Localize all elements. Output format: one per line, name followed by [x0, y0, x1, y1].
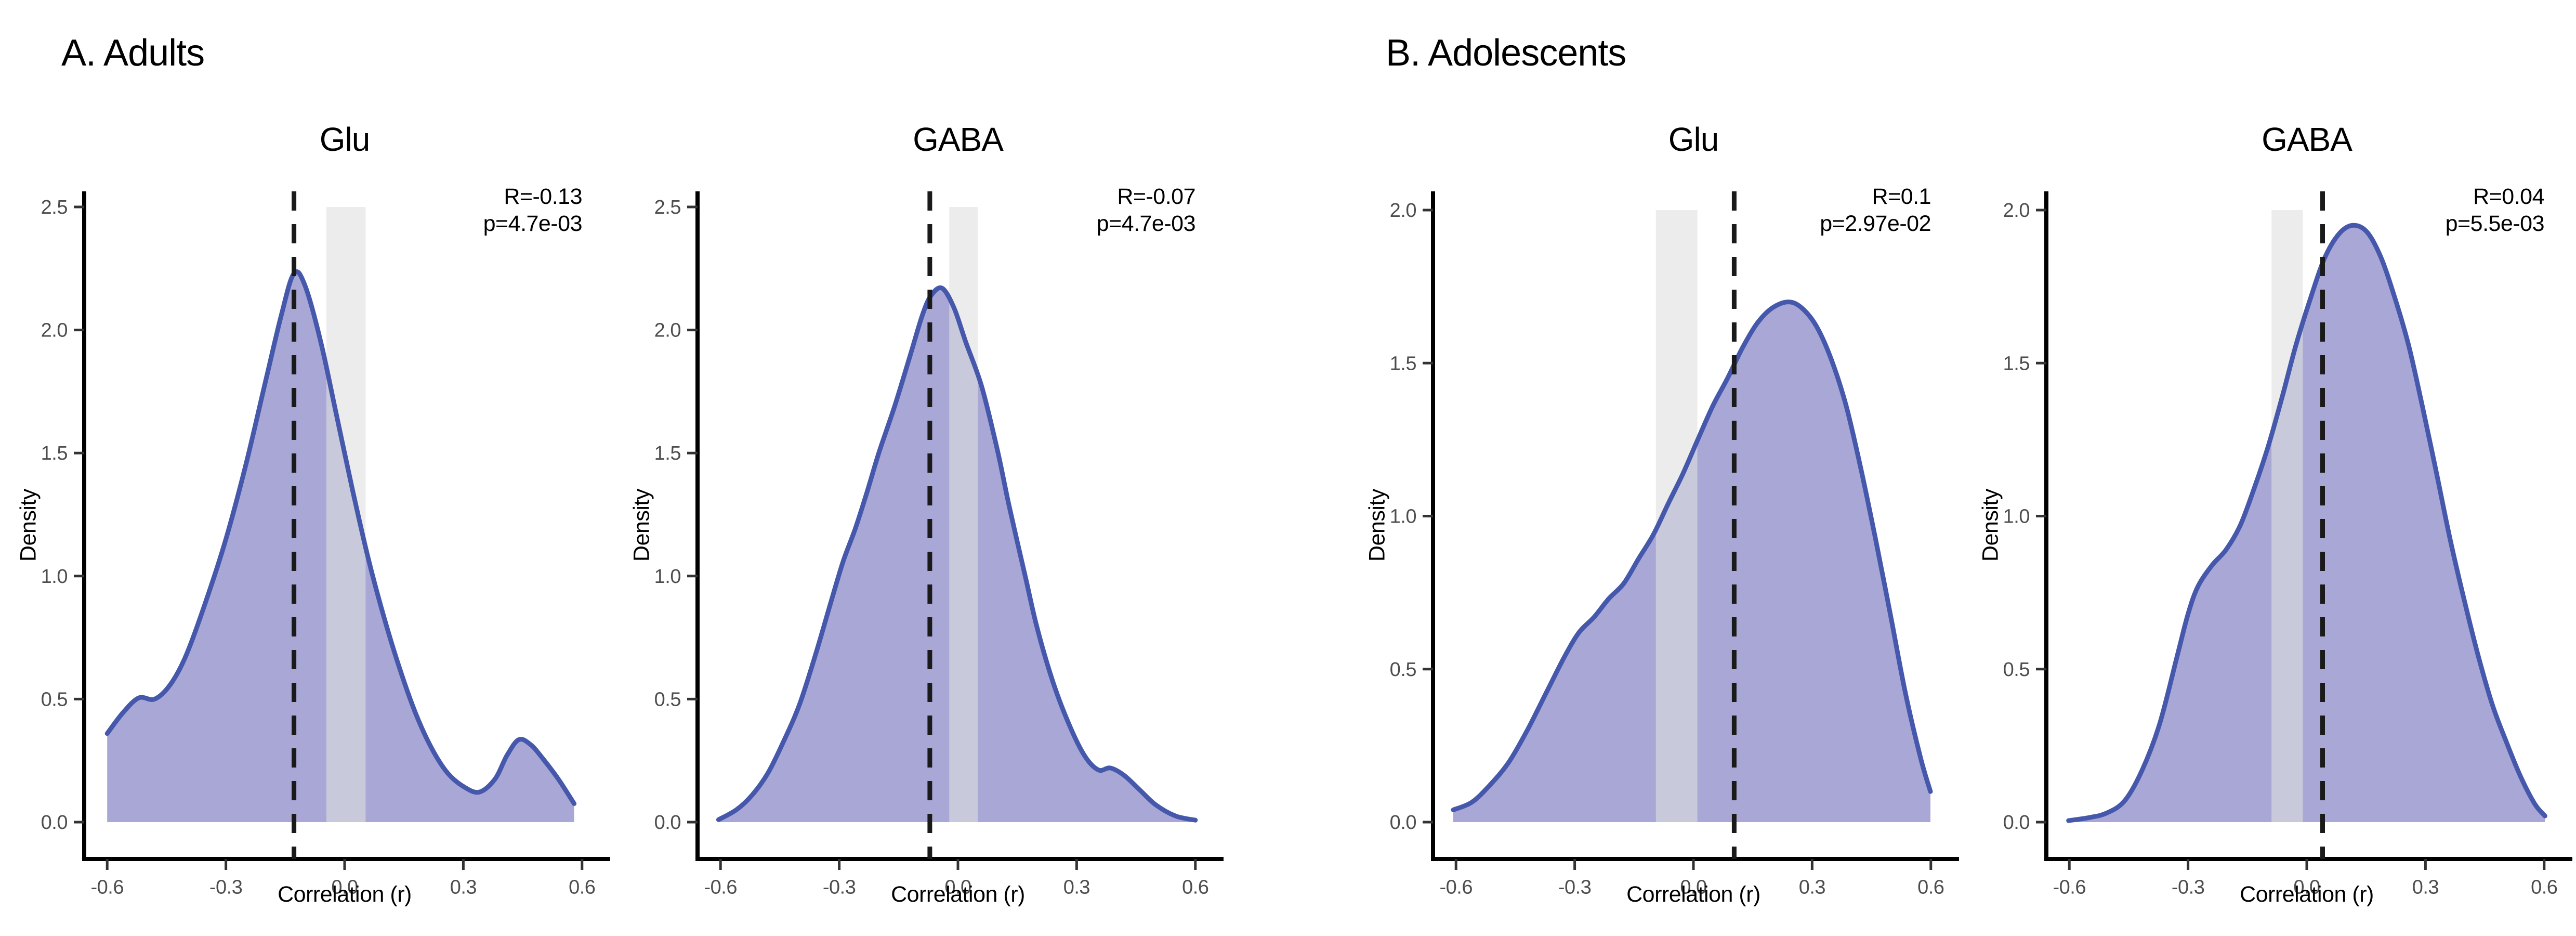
- y-tick-label: 2.0: [1390, 200, 1416, 222]
- p-value: p=5.5e-03: [2445, 211, 2545, 236]
- x-tick-label: 0.0: [2293, 876, 2320, 898]
- density-chart: 0.0 0.5 1.0 1.5 2.0 -0.6 -0.3 0.0 0.3 0.6: [1390, 191, 1959, 898]
- density-chart: 0.0 0.5 1.0 1.5 2.0 -0.6 -0.3 0.0 0.3 0.6: [2003, 191, 2572, 898]
- y-tick-label: 0.5: [41, 688, 68, 710]
- r-value: R=0.04: [2473, 184, 2544, 209]
- y-axis-title: Density: [629, 489, 654, 562]
- r-value: R=0.1: [1872, 184, 1931, 209]
- x-tick-label: -0.6: [90, 876, 123, 898]
- y-tick-label: 0.5: [2003, 659, 2030, 681]
- x-tick-label: 0.0: [331, 876, 358, 898]
- panel-a-label: A. Adults: [61, 32, 205, 74]
- y-tick-label: 1.5: [2003, 353, 2030, 374]
- y-tick-label: 1.5: [1390, 353, 1416, 374]
- x-tick-label: 0.0: [1680, 876, 1706, 898]
- y-tick-label: 1.0: [1390, 506, 1416, 528]
- y-tick-label: 1.5: [41, 443, 68, 464]
- r-value: R=-0.13: [504, 184, 582, 209]
- x-tick-label: -0.3: [823, 876, 856, 898]
- x-axis-title: Correlation (r): [2240, 882, 2374, 907]
- correlation-annotation: R=-0.13 p=4.7e-03: [483, 183, 583, 237]
- y-tick-label: 0.0: [1390, 812, 1416, 834]
- y-tick-label: 1.0: [41, 566, 68, 588]
- x-axis-title: Correlation (r): [1626, 882, 1760, 907]
- x-tick-label: 0.6: [1917, 876, 1944, 898]
- y-axis-title: Density: [1978, 489, 2003, 562]
- y-tick-label: 2.0: [2003, 200, 2030, 222]
- x-tick-label: 0.3: [450, 876, 477, 898]
- x-tick-label: -0.6: [2053, 876, 2085, 898]
- density-curve: [104, 269, 577, 806]
- y-tick-label: 0.0: [2003, 812, 2030, 834]
- x-tick-label: -0.3: [1558, 876, 1591, 898]
- plot-title: GABA: [2262, 121, 2352, 158]
- null-band: [949, 207, 978, 822]
- correlation-annotation: R=0.1 p=2.97e-02: [1820, 183, 1931, 237]
- y-tick-label: 2.0: [41, 320, 68, 342]
- plot-title: GABA: [913, 121, 1004, 158]
- x-tick-label: 0.3: [2412, 876, 2439, 898]
- null-band: [2271, 210, 2303, 822]
- x-tick-label: 0.6: [1182, 876, 1208, 898]
- x-tick-label: 0.6: [2531, 876, 2557, 898]
- y-axis-title: Density: [1364, 489, 1390, 562]
- y-tick-label: 2.5: [654, 197, 681, 218]
- x-axis-title: Correlation (r): [891, 882, 1025, 907]
- x-tick-label: 0.3: [1799, 876, 1825, 898]
- x-tick-label: -0.6: [704, 876, 737, 898]
- y-tick-label: 2.0: [654, 320, 681, 342]
- y-axis-title: Density: [16, 489, 41, 562]
- y-tick-label: 1.0: [654, 566, 681, 588]
- x-tick-label: 0.3: [1063, 876, 1090, 898]
- p-value: p=4.7e-03: [483, 211, 583, 236]
- p-value: p=4.7e-03: [1096, 211, 1196, 236]
- p-value: p=2.97e-02: [1820, 211, 1931, 236]
- density-plot-adults-gaba: GABA R=-0.07 p=4.7e-03 0.0 0.5 1.0 1.5 2.0 2.…: [613, 94, 1227, 936]
- plot-title: Glu: [1668, 121, 1719, 158]
- y-tick-label: 0.0: [41, 812, 68, 834]
- correlation-annotation: R=-0.07 p=4.7e-03: [1096, 183, 1196, 237]
- y-tick-label: 1.0: [2003, 506, 2030, 528]
- density-chart: 0.0 0.5 1.0 1.5 2.0 2.5 -0.6 -0.3 0.0 0.3 0.6: [41, 191, 610, 898]
- density-plot-adolescents-glu: Glu R=0.1 p=2.97e-02 0.0 0.5 1.0 1.5 2.0 -0.6…: [1349, 94, 1962, 936]
- density-curve: [716, 285, 1198, 823]
- y-tick-label: 1.5: [654, 443, 681, 464]
- x-axis-title: Correlation (r): [278, 882, 412, 907]
- y-tick-label: 0.5: [1390, 659, 1416, 681]
- y-tick-label: 0.0: [654, 812, 681, 834]
- y-tick-label: 0.5: [654, 688, 681, 710]
- density-plot-adults-glu: Glu R=-0.13 p=4.7e-03 0.0 0.5 1.0 1.5 2.0 2.5…: [0, 94, 613, 936]
- x-tick-label: -0.6: [1439, 876, 1472, 898]
- density-curve: [1451, 300, 1933, 812]
- density-chart: 0.0 0.5 1.0 1.5 2.0 2.5 -0.6 -0.3 0.0 0.3 0.6: [654, 191, 1224, 898]
- density-plot-adolescents-gaba: GABA R=0.04 p=5.5e-03 0.0 0.5 1.0 1.5 2.0 -0.…: [1962, 94, 2575, 936]
- panel-b-label: B. Adolescents: [1386, 32, 1626, 74]
- r-value: R=-0.07: [1117, 184, 1195, 209]
- x-tick-label: 0.0: [944, 876, 971, 898]
- x-tick-label: -0.3: [2172, 876, 2204, 898]
- correlation-annotation: R=0.04 p=5.5e-03: [2445, 183, 2545, 237]
- density-fill: [2068, 225, 2545, 822]
- x-tick-label: 0.6: [569, 876, 595, 898]
- y-tick-label: 2.5: [41, 197, 68, 218]
- plot-title: Glu: [319, 121, 371, 158]
- x-tick-label: -0.3: [209, 876, 242, 898]
